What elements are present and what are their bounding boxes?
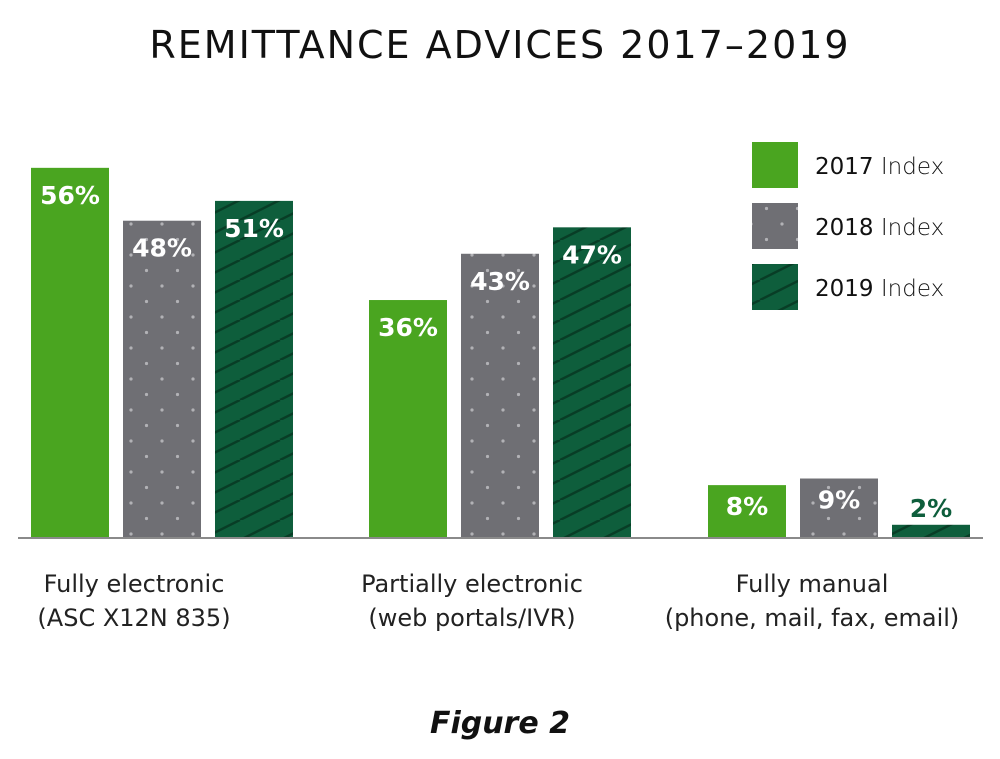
- data-label-2018-2: 9%: [818, 486, 860, 515]
- legend-label-2018: 2018 Index: [815, 215, 944, 241]
- figure-caption: Figure 2: [430, 706, 570, 741]
- data-label-2019-0: 51%: [224, 214, 284, 243]
- bar-2019-2: [892, 524, 970, 538]
- data-label-2017-0: 56%: [40, 181, 100, 210]
- legend-swatch-2017: [752, 142, 798, 188]
- bar-2019-1: [553, 227, 631, 538]
- data-label-2017-1: 36%: [378, 313, 438, 342]
- data-label-2019-2: 2%: [910, 494, 952, 523]
- category-label-1-line-0: Partially electronic: [361, 570, 583, 598]
- bar-2017-0: [31, 167, 109, 538]
- data-label-2019-1: 47%: [562, 240, 622, 269]
- bar-2018-0: [123, 220, 201, 538]
- category-label-2-line-0: Fully manual: [736, 570, 889, 598]
- bar-2018-1: [461, 253, 539, 538]
- legend-label-2017: 2017 Index: [815, 154, 944, 180]
- category-label-1-line-1: (web portals/IVR): [368, 604, 575, 632]
- legend-swatch-2019: [752, 264, 798, 310]
- chart-title: REMITTANCE ADVICES 2017–2019: [149, 23, 850, 67]
- bar-2017-1: [369, 300, 447, 538]
- bar-2018-2: [800, 478, 878, 538]
- legend: 2017 Index 2018 Index 2019 Index: [752, 142, 944, 310]
- category-label-2-line-1: (phone, mail, fax, email): [665, 604, 960, 632]
- category-labels: Fully electronic (ASC X12N 835) Partially …: [37, 570, 959, 632]
- data-label-2017-2: 8%: [726, 492, 768, 521]
- data-label-2018-0: 48%: [132, 234, 192, 263]
- bars-layer: 56% 36% 8% 48% 43% 9% 51% 47% 2%: [31, 167, 970, 538]
- bar-2017-2: [708, 485, 786, 538]
- legend-swatch-2018: [752, 203, 798, 249]
- category-label-0-line-0: Fully electronic: [44, 570, 225, 598]
- bar-2019-0: [215, 200, 293, 538]
- data-label-2018-1: 43%: [470, 267, 530, 296]
- legend-label-2019: 2019 Index: [815, 276, 944, 302]
- category-label-0-line-1: (ASC X12N 835): [37, 604, 230, 632]
